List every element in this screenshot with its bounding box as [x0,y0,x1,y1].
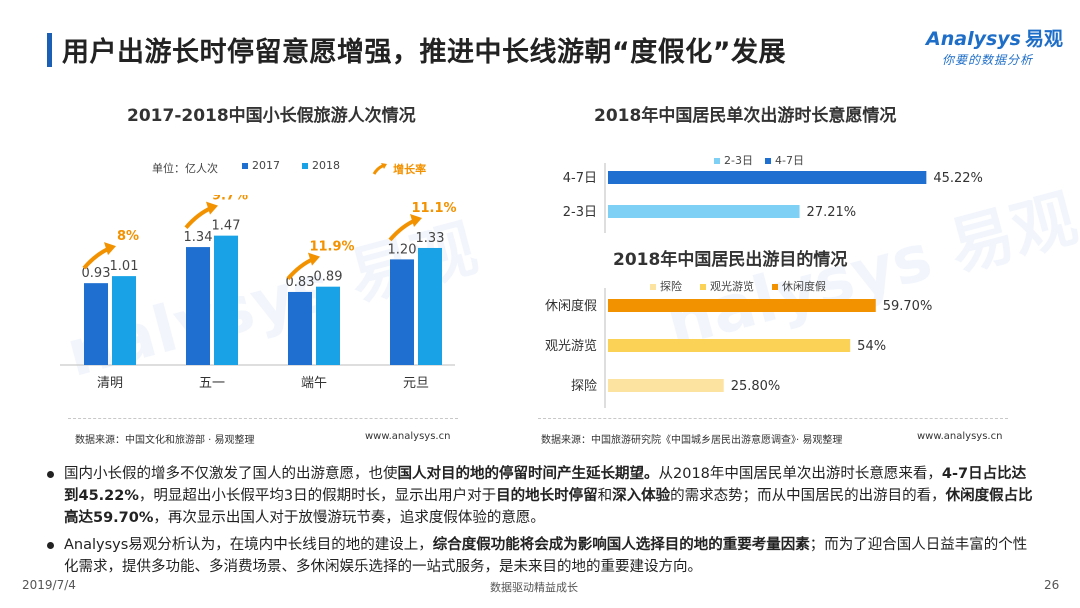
bullet-list: 国内小长假的增多不仅激发了国人的出游意愿，也使国人对目的地的停留时间产生延长期望… [44,463,1034,583]
chart1-data-label: 0.93 [82,266,111,281]
chart3-category-label: 观光游览 [545,338,597,354]
bullet-dot [47,471,54,478]
chart3-bar [608,379,724,392]
chart2-bar [608,171,927,184]
chart1-growth-label: 8% [117,229,139,244]
chart1-unit: 单位：亿人次 [152,162,218,175]
chart1-legend-2018: 2018 [302,159,340,172]
chart2-category-label: 2-3日 [563,205,597,220]
title-accent-bar [47,33,52,67]
chart1-category-label: 五一 [199,376,225,391]
chart1-data-label: 0.89 [314,270,343,285]
bullet-text-1: 国内小长假的增多不仅激发了国人的出游意愿，也使国人对目的地的停留时间产生延长期望… [64,466,1033,526]
chart1-bar [214,235,238,365]
chart1-data-label: 1.20 [388,242,417,257]
chart2-bar [608,205,800,218]
chart1-category-label: 元旦 [403,376,429,391]
chart1-bar [84,283,108,365]
chart1-bar [390,259,414,365]
chart1-url: www.analysys.cn [365,431,451,442]
chart1-bar [288,291,312,365]
chart3-bar-chart: 休闲度假 59.70% 观光游览 54% 探险 25.80% [545,288,933,408]
chart1-data-label: 1.01 [110,259,139,274]
chart3-source: 数据来源：中国旅游研究院《中国城乡居民出游意愿调查》· 易观整理 [541,435,843,446]
chart1-category-label: 端午 [301,376,327,391]
chart2-legend-4-7: 4-7日 [765,152,804,168]
chart2-data-label: 45.22% [933,171,983,186]
bullet-text-2: Analysys易观分析认为，在境内中长线目的地的建设上，综合度假功能将会成为影… [64,537,1028,575]
chart1-title: 2017-2018中国小长假旅游人次情况 [127,106,416,126]
chart1-source: 数据来源：中国文化和旅游部 · 易观整理 [75,435,255,446]
chart3-legend-sightseeing: 观光游览 [700,278,754,294]
chart1-growth-arrowhead [410,213,422,227]
bullet-item-2: Analysys易观分析认为，在境内中长线目的地的建设上，综合度假功能将会成为影… [44,534,1034,578]
chart3-legend-explore: 探险 [650,278,682,294]
chart1-growth-arrowhead [206,201,218,215]
chart2-title: 2018年中国居民单次出游时长意愿情况 [594,106,897,126]
chart1-growth-label: 9.7% [212,195,248,204]
chart2-legend-2-3: 2-3日 [714,152,753,168]
chart1-growth-arrow [82,246,111,270]
chart1-legend-growth: 增长率 [372,158,426,177]
chart3-bar [608,299,876,312]
page-title: 用户出游长时停留意愿增强，推进中长线游朝“度假化”发展 [62,37,786,68]
chart1-bar-chart: 0.93 1.01 清明 8% 1.341.47 五一 9.7% 0.83 0.89 端午 11.9… [60,195,457,391]
chart3-data-label: 59.70% [883,299,933,314]
chart1-data-label: 1.47 [212,219,241,234]
chart2-bar-chart: 4-7日 45.22% 2-3日 27.21% [563,163,983,233]
analysys-logo: Analysys 易观 你要的数据分析 [926,24,1063,74]
growth-arrow-icon [372,162,387,175]
chart1-growth-label: 11.9% [309,240,354,255]
chart1-bar [418,247,442,365]
chart1-source-divider [68,418,458,419]
chart1-legend-2017: 2017 [242,159,280,172]
chart3-source-divider [538,418,1008,419]
chart1-growth-arrow [388,218,417,242]
page-number: 26 [1044,578,1060,592]
chart1-data-label: 1.33 [416,231,445,246]
chart1-growth-arrow [184,205,213,229]
chart1-bar [112,276,136,365]
chart1-data-label: 1.34 [184,230,213,245]
chart1-growth-arrowhead [308,252,320,266]
footer-slogan: 数据驱动精益成长 [490,581,578,594]
chart1-data-label: 0.83 [286,275,315,290]
chart2-data-label: 27.21% [807,205,857,220]
bullet-item-1: 国内小长假的增多不仅激发了国人的出游意愿，也使国人对目的地的停留时间产生延长期望… [44,463,1034,529]
footer-date: 2019/7/4 [22,578,76,592]
logo-brand: nalysys [940,28,1021,50]
chart1-bar [186,247,210,365]
chart3-category-label: 探险 [571,379,597,394]
logo-letter: A [926,28,941,50]
chart1-growth-label: 11.1% [411,201,456,216]
chart3-bar [608,339,851,352]
chart2-category-label: 4-7日 [563,171,597,186]
chart3-url: www.analysys.cn [917,431,1003,442]
bullet-dot [47,542,54,549]
chart1-bar [316,286,340,365]
chart3-category-label: 休闲度假 [545,298,597,314]
chart1-growth-arrowhead [104,242,116,256]
chart3-data-label: 25.80% [731,379,781,394]
chart3-data-label: 54% [857,339,886,354]
chart3-title: 2018年中国居民出游目的情况 [613,250,848,270]
chart1-category-label: 清明 [97,376,123,391]
chart3-legend-leisure: 休闲度假 [772,278,826,294]
logo-cn: 易观 [1024,28,1063,50]
logo-tagline: 你要的数据分析 [942,53,1034,67]
